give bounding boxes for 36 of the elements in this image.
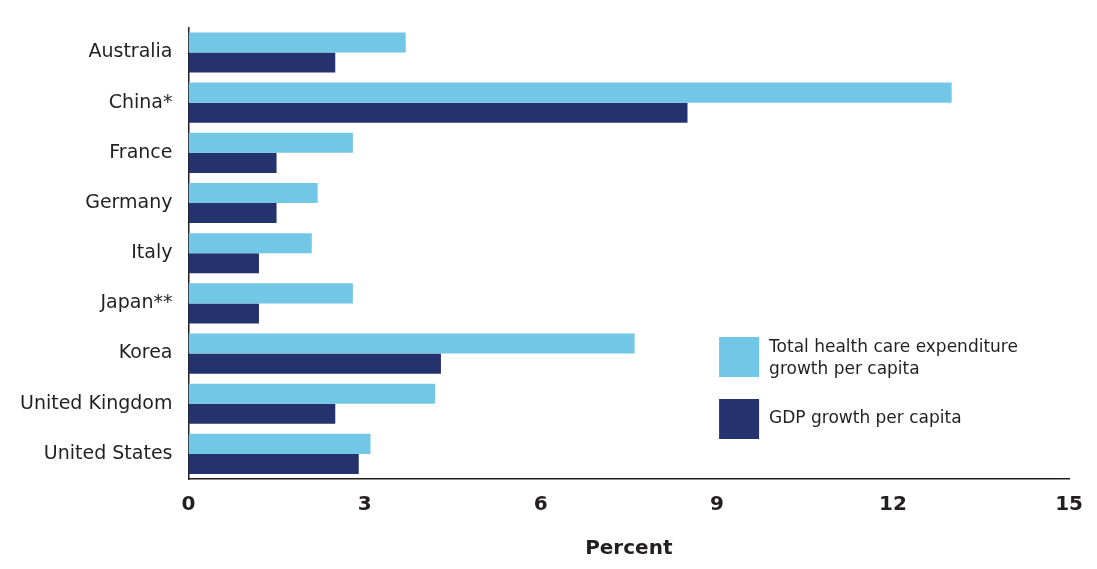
- bar: [188, 182, 318, 204]
- bar: [188, 453, 359, 474]
- y-tick-label: Australia: [88, 39, 173, 62]
- x-tick-label: 15: [1055, 491, 1084, 516]
- y-tick-label: Korea: [118, 340, 173, 363]
- bar: [188, 283, 353, 304]
- y-tick-label: United States: [43, 440, 173, 463]
- x-tick-label: 3: [357, 491, 372, 516]
- y-tick-label: Japan**: [99, 290, 173, 313]
- bar: [188, 433, 371, 454]
- y-tick-label: China*: [108, 89, 173, 112]
- bar: [188, 132, 353, 153]
- bar: [188, 203, 277, 224]
- bar: [188, 52, 336, 73]
- x-axis-title: Percent: [585, 535, 673, 560]
- bar: [188, 353, 441, 374]
- y-tick-label: France: [109, 139, 173, 162]
- bar: [188, 82, 952, 103]
- bar: [188, 253, 259, 274]
- bar: [188, 152, 277, 173]
- bar: [188, 383, 436, 404]
- x-tick-label: 6: [533, 491, 548, 516]
- bar: [188, 102, 688, 123]
- bar: [188, 32, 406, 53]
- bar: [188, 403, 336, 424]
- x-tick-label: 9: [709, 491, 724, 516]
- y-tick-label: Italy: [131, 240, 173, 263]
- bar: [188, 333, 635, 354]
- legend-label: GDP growth per capita: [769, 407, 962, 428]
- bar: [188, 303, 259, 324]
- y-tick-label: Germany: [85, 189, 173, 212]
- y-tick-label: United Kingdom: [19, 390, 173, 413]
- x-tick-label: 0: [181, 491, 196, 516]
- legend-label: Total health care expenditure growth per capita: [768, 336, 1018, 379]
- bar: [188, 233, 312, 254]
- x-tick-label: 12: [879, 491, 907, 516]
